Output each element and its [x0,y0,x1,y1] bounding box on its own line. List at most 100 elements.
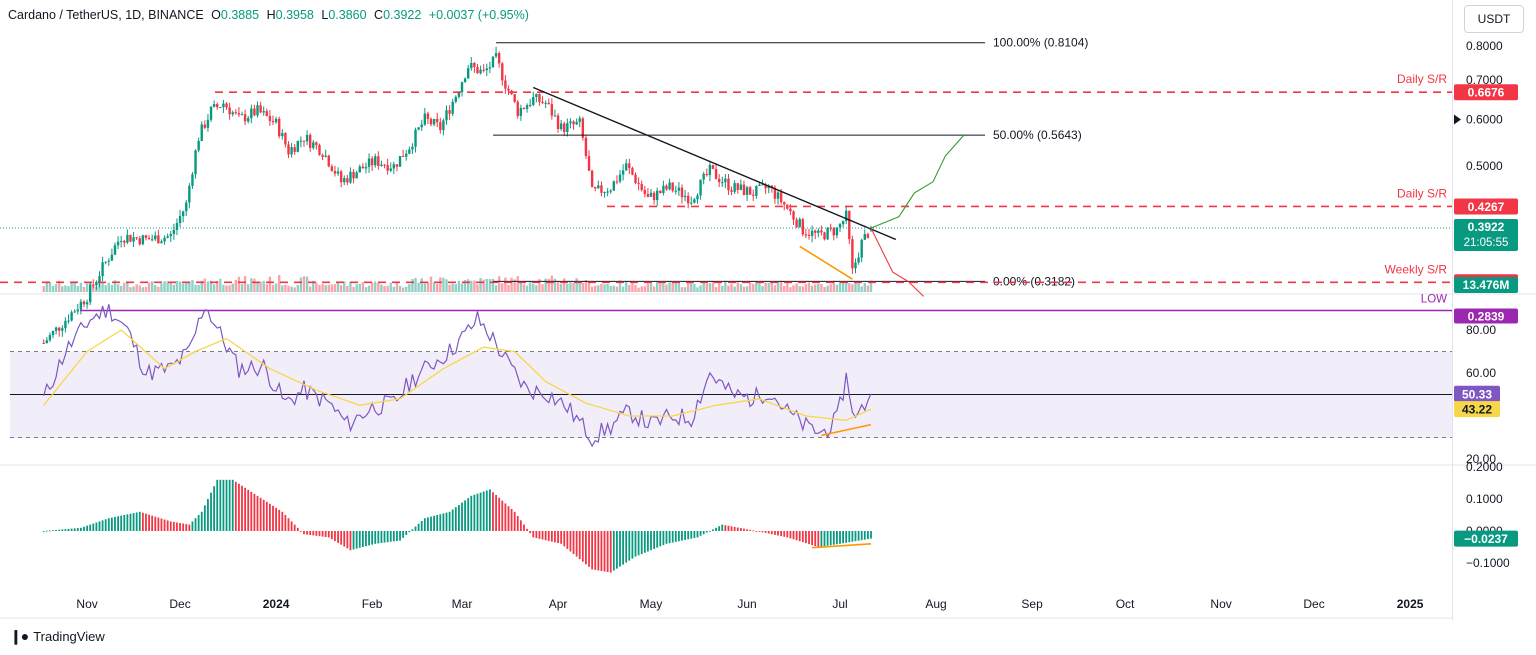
macd-histogram-bar [656,531,659,548]
rsi-value-tag[interactable] [1454,385,1500,402]
volume-bar [696,287,699,292]
macd-histogram-bar [677,531,680,542]
macd-histogram-bar [597,531,600,571]
low-price-tag[interactable] [1454,308,1518,324]
macd-histogram-bar [182,523,185,531]
candle-body [138,238,141,245]
macd-histogram-bar [560,531,563,544]
macd-histogram-bar [690,531,693,539]
candle-body [665,185,668,190]
candle-body [408,149,411,154]
volume-bar [386,285,389,292]
macd-histogram-bar [801,531,804,543]
macd-value: −0.0237 [1464,532,1508,546]
macd-histogram-bar [405,531,408,535]
volume-bar [587,281,591,292]
candle-body [157,235,160,244]
macd-histogram-bar [157,517,160,531]
macd-histogram-bar [854,531,857,542]
candle-body [253,108,256,116]
volume-bar [789,287,792,292]
volume-bar [333,284,337,292]
candle-body [745,187,749,195]
macd-histogram-bar [792,531,795,540]
candle-body [482,69,485,71]
macd-histogram-bar [151,515,154,531]
macd-histogram-bar [296,527,299,531]
macd-histogram-bar [764,531,767,533]
rsi-axis-tick: 60.00 [1466,366,1496,380]
volume-bar [736,281,739,292]
volume-bar [553,278,557,292]
candle-body [497,53,501,64]
volume-bar [473,280,476,292]
macd-histogram-bar [439,514,442,531]
volume-bar [786,281,789,292]
rsi-line [43,304,872,448]
candle-body [200,124,203,141]
candle-body [209,106,213,120]
macd-histogram-bar [272,505,274,531]
volume-bar [535,285,538,292]
macd-histogram-bar [572,531,575,555]
candle-body [649,192,653,197]
volume-bar [510,277,513,292]
macd-histogram-bar [488,489,491,531]
macd-value-tag[interactable] [1454,530,1518,547]
macd-histogram-bar [231,479,234,531]
macd-histogram-bar [417,523,420,531]
macd-histogram-bar [411,529,414,531]
volume-bar [612,285,616,292]
macd-histogram-bar [346,531,349,549]
macd-histogram-bar [207,499,209,531]
candle-body [801,219,805,235]
macd-histogram-bar [132,513,135,531]
macd-histogram-bar [114,516,116,531]
tradingview-logo[interactable]: ❙● TradingView [10,628,105,645]
macd-histogram-bar [507,506,510,531]
candle-body [810,230,814,236]
volume-tag[interactable] [1454,277,1518,293]
rsi-divergence-line [821,423,872,437]
macd-histogram-bar [67,528,70,531]
macd-histogram-bar [135,512,138,531]
candle-body [776,192,780,199]
volume-bar [556,281,560,292]
candle-body [76,309,80,312]
candle-body [742,184,746,195]
last-price-tag[interactable] [1454,219,1518,252]
macd-histogram-bar [622,531,625,565]
support-resistance-tag[interactable] [1454,84,1518,101]
macd-histogram-bar [718,526,721,531]
macd-histogram-bar [569,531,572,552]
candle-body [333,170,337,174]
candle-body [194,150,197,175]
rsi-ma-value-tag[interactable] [1454,401,1500,418]
support-resistance-tag[interactable] [1454,198,1518,215]
macd-histogram-bar [448,511,451,531]
candle-body [786,204,789,209]
candle-body [702,173,705,180]
close-label: C [374,8,384,22]
candle-body [532,97,535,105]
macd-histogram-bar [241,485,243,531]
macd-histogram-bar [612,531,615,571]
candle-body [129,234,132,242]
candle-body [212,104,216,107]
support-resistance-value: 0.4267 [1468,200,1505,214]
volume-bar [454,284,458,292]
macd-histogram-bar [402,531,405,538]
candle-body [392,164,396,169]
macd-histogram-bar [247,489,250,531]
volume-bar [405,286,408,292]
symbol-title[interactable]: Cardano / TetherUS, 1D, BINANCE [8,8,204,22]
volume-bar [284,284,287,292]
macd-histogram-bar [842,531,844,544]
macd-histogram-bar [479,492,482,531]
currency-button[interactable]: USDT [1464,5,1524,33]
candle-body [386,164,389,171]
volume-bar [854,280,857,292]
macd-histogram-bar [303,531,305,535]
macd-histogram-bar [863,531,866,540]
